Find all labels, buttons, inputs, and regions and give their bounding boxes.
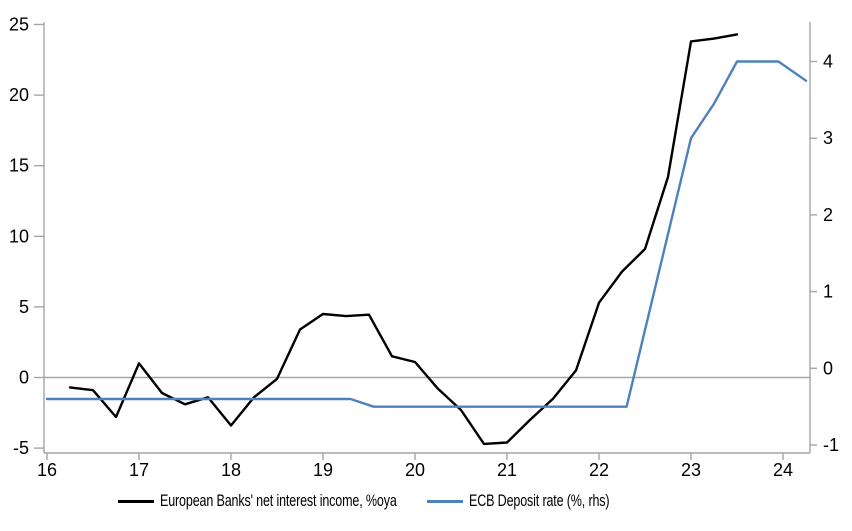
x-axis-tick-label: 19 bbox=[313, 460, 333, 480]
x-axis-tick-label: 17 bbox=[129, 460, 149, 480]
left-axis-tick-label: 25 bbox=[9, 15, 29, 35]
left-axis-tick-label: 0 bbox=[19, 368, 29, 388]
x-axis-tick-label: 22 bbox=[589, 460, 609, 480]
x-axis-tick-label: 16 bbox=[37, 460, 57, 480]
right-axis-tick-label: 3 bbox=[823, 128, 833, 148]
x-axis-tick-label: 21 bbox=[497, 460, 517, 480]
x-axis-tick-label: 23 bbox=[681, 460, 701, 480]
net-interest-income-series-line bbox=[68, 33, 739, 446]
left-axis-tick-label: 20 bbox=[9, 85, 29, 105]
left-axis-tick-label: 15 bbox=[9, 156, 29, 176]
left-axis-tick-label: -5 bbox=[13, 438, 29, 458]
left-axis-tick-label: 5 bbox=[19, 297, 29, 317]
right-axis-tick-label: 0 bbox=[823, 358, 833, 378]
right-axis-tick-label: -1 bbox=[823, 435, 839, 455]
right-axis-tick-label: 4 bbox=[823, 52, 833, 72]
x-axis-tick-label: 18 bbox=[221, 460, 241, 480]
x-axis-tick-label: 20 bbox=[405, 460, 425, 480]
ecb-deposit-rate-series-line bbox=[45, 60, 808, 408]
right-axis-tick-label: 1 bbox=[823, 282, 833, 302]
right-axis-tick-label: 2 bbox=[823, 205, 833, 225]
x-axis-tick-label: 24 bbox=[773, 460, 793, 480]
left-axis-tick-label: 10 bbox=[9, 226, 29, 246]
